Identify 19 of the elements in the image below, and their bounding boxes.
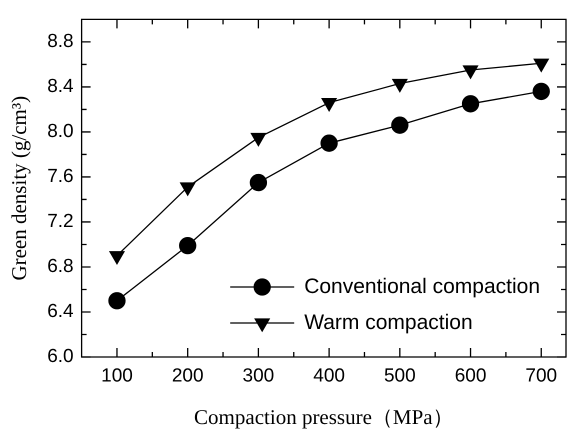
legend-label: Conventional compaction — [304, 274, 540, 298]
y-tick-label: 8.8 — [47, 31, 74, 52]
x-tick-label: 600 — [454, 366, 486, 387]
y-tick-label: 7.2 — [47, 211, 74, 232]
x-tick-label: 100 — [101, 366, 133, 387]
x-tick-label: 400 — [313, 366, 345, 387]
x-tick-label: 200 — [172, 366, 204, 387]
y-tick-label: 8.0 — [47, 121, 74, 142]
y-tick-label: 8.4 — [47, 76, 74, 98]
x-tick-label: 300 — [242, 366, 274, 387]
y-tick-label: 7.6 — [47, 166, 74, 188]
y-axis-title: Green density (g/cm³) — [7, 96, 32, 281]
x-tick-label: 700 — [525, 366, 558, 387]
legend-label: Warm compaction — [304, 310, 473, 334]
x-axis-title: Compaction pressure（MPa） — [194, 404, 454, 429]
y-tick-label: 6.0 — [47, 346, 74, 368]
y-tick-label: 6.4 — [47, 301, 74, 322]
x-tick-label: 500 — [384, 366, 416, 387]
y-tick-label: 6.8 — [47, 256, 74, 278]
